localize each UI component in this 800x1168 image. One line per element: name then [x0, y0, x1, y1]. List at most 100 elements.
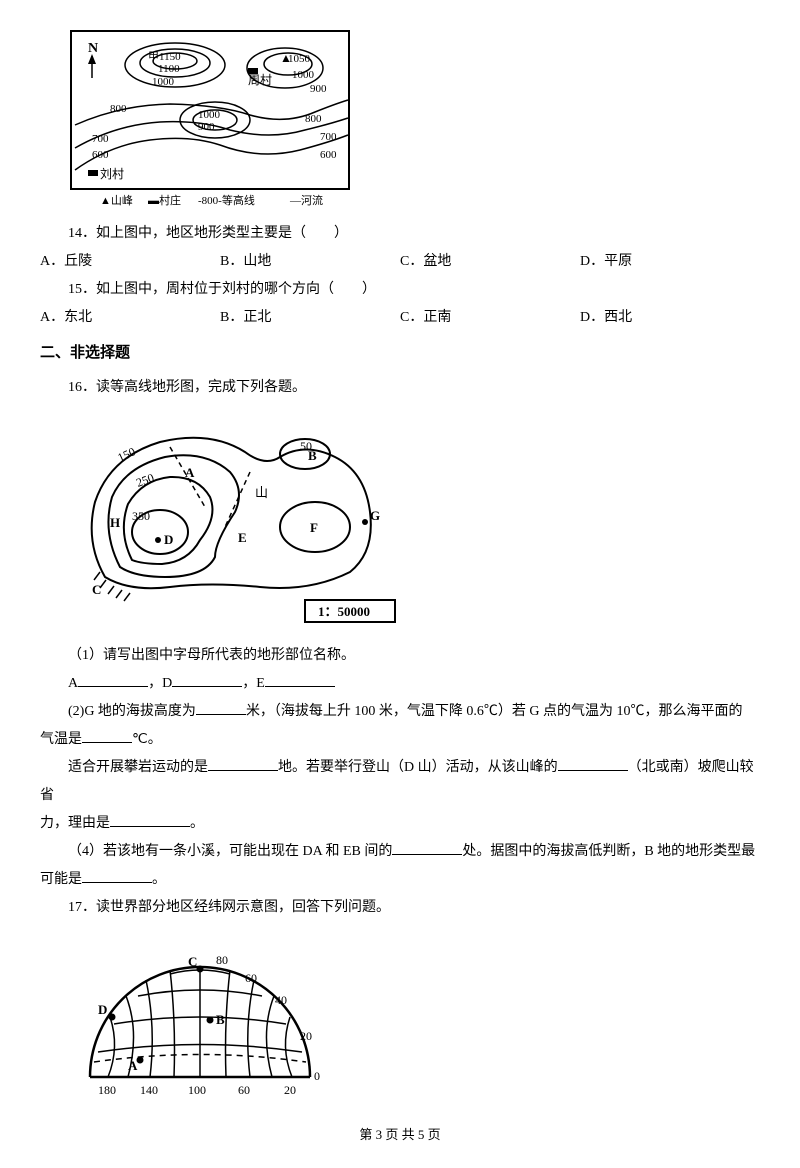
- svg-text:G: G: [370, 508, 380, 523]
- q16-p1: （1）请写出图中字母所代表的地形部位名称。: [40, 642, 760, 670]
- svg-text:60: 60: [245, 971, 257, 985]
- svg-text:80: 80: [216, 953, 228, 967]
- contour-map-svg: N 600 600 700 700 800 800 甲1150 1100 100…: [70, 30, 350, 210]
- blank: [172, 672, 242, 687]
- blank: [558, 756, 628, 771]
- blank: [78, 672, 148, 687]
- svg-text:700: 700: [92, 133, 109, 145]
- svg-text:350: 350: [132, 509, 150, 523]
- q15-optB: B．正北: [220, 304, 400, 332]
- svg-text:D: D: [98, 1002, 107, 1017]
- svg-text:周村: 周村: [248, 73, 272, 87]
- svg-text:0: 0: [314, 1069, 320, 1083]
- svg-text:F: F: [310, 520, 318, 535]
- svg-text:E: E: [238, 530, 247, 545]
- q16-p2: (2)G 地的海拔高度为 米，（海拔每上升 100 米，气温下降 0.6℃）若 G…: [40, 698, 760, 726]
- svg-text:刘村: 刘村: [100, 167, 124, 181]
- section-2-title: 二、非选择题: [40, 338, 760, 368]
- q16-p3: 适合开展攀岩运动的是地。若要举行登山（D 山）活动，从该山峰的（北或南）坡爬山较…: [40, 754, 760, 810]
- figure-contour-map-1: N 600 600 700 700 800 800 甲1150 1100 100…: [70, 30, 760, 210]
- blank: [82, 868, 152, 883]
- q15-options: A．东北 B．正北 C．正南 D．西北: [40, 304, 760, 332]
- q14-optB: B．山地: [220, 248, 400, 276]
- svg-text:1100: 1100: [158, 63, 180, 75]
- q16-p4-d: 。: [152, 872, 166, 887]
- q16-p1-blanks: A ，D ，E: [40, 670, 760, 698]
- svg-text:B: B: [216, 1012, 225, 1027]
- blank: [196, 700, 246, 715]
- svg-text:B: B: [308, 448, 317, 463]
- q16-p2-b: 米，（海拔每上升 100 米，气温下降 0.6℃）若 G 点的气温为 10℃，那…: [246, 704, 743, 719]
- globe-svg: A B C D 80 60 40 20 0 180 140 100 60 20: [70, 932, 330, 1102]
- svg-text:60: 60: [238, 1083, 250, 1097]
- svg-text:▲山峰: ▲山峰: [100, 194, 133, 207]
- q14-optA: A．丘陵: [40, 248, 220, 276]
- svg-text:20: 20: [300, 1029, 312, 1043]
- svg-text:900: 900: [198, 121, 215, 133]
- q16-p4-cont: 可能是 。: [40, 866, 760, 894]
- svg-text:20: 20: [284, 1083, 296, 1097]
- blank: [208, 756, 278, 771]
- svg-text:250: 250: [134, 471, 156, 490]
- svg-text:—河流: —河流: [289, 193, 323, 207]
- blank: [265, 672, 335, 687]
- blank: [392, 840, 462, 855]
- svg-text:甲1150: 甲1150: [148, 51, 181, 63]
- q16-label-D: ，D: [148, 676, 172, 691]
- blank: [82, 728, 132, 743]
- page-footer: 第 3 页 共 5 页: [40, 1122, 760, 1148]
- q15-optC: C．正南: [400, 304, 580, 332]
- svg-text:▬村庄: ▬村庄: [148, 193, 181, 207]
- contour-map-2-svg: 150 250 350 50 A B C D E F G H 山 1：50000: [70, 412, 400, 632]
- north-label: N: [88, 41, 98, 56]
- q16-p3-d: 力，理由是: [40, 816, 110, 831]
- q15-optA: A．东北: [40, 304, 220, 332]
- q16-p3-cont: 力，理由是 。: [40, 810, 760, 838]
- q14-text: 14．如上图中，地区地形类型主要是（ ）: [40, 220, 760, 248]
- figure-contour-map-2: 150 250 350 50 A B C D E F G H 山 1：50000: [70, 412, 760, 632]
- q16-p3-a: 适合开展攀岩运动的是: [68, 760, 208, 775]
- svg-text:800: 800: [110, 103, 127, 115]
- svg-text:800: 800: [305, 113, 322, 125]
- q16-p4: （4）若该地有一条小溪，可能出现在 DA 和 EB 间的 处。据图中的海拔高低判断…: [40, 838, 760, 866]
- q16-label-A: A: [68, 676, 78, 691]
- q16-p2-d: ℃。: [132, 732, 162, 747]
- svg-text:1050: 1050: [288, 53, 311, 65]
- q16-p4-c: 可能是: [40, 872, 82, 887]
- q16-p2-cont: 气温是 ℃。: [40, 726, 760, 754]
- svg-text:1000: 1000: [292, 69, 315, 81]
- svg-text:C: C: [92, 582, 101, 597]
- q16-intro: 16．读等高线地形图，完成下列各题。: [40, 374, 760, 402]
- svg-text:1000: 1000: [152, 76, 175, 88]
- q16-p2-c: 气温是: [40, 732, 82, 747]
- svg-text:40: 40: [275, 993, 287, 1007]
- svg-text:600: 600: [92, 149, 109, 161]
- q16-p3-b: 地。若要举行登山（D 山）活动，从该山峰的: [278, 760, 558, 775]
- q16-p4-a: （4）若该地有一条小溪，可能出现在 DA 和 EB 间的: [68, 844, 392, 859]
- svg-text:A: A: [128, 1058, 138, 1073]
- svg-text:700: 700: [320, 131, 337, 143]
- svg-text:-800-等高线: -800-等高线: [198, 193, 255, 207]
- q16-label-E: ，E: [242, 676, 265, 691]
- q14-optC: C．盆地: [400, 248, 580, 276]
- svg-text:600: 600: [320, 149, 337, 161]
- figure-globe: A B C D 80 60 40 20 0 180 140 100 60 20: [70, 932, 760, 1102]
- svg-text:山: 山: [255, 485, 268, 500]
- q16-p2-a: (2)G 地的海拔高度为: [68, 704, 196, 719]
- q16-p3-e: 。: [190, 816, 204, 831]
- q15-text: 15．如上图中，周村位于刘村的哪个方向（ ）: [40, 276, 760, 304]
- svg-text:150: 150: [115, 444, 137, 464]
- svg-text:1000: 1000: [198, 109, 221, 121]
- q14-options: A．丘陵 B．山地 C．盆地 D．平原: [40, 248, 760, 276]
- svg-text:900: 900: [310, 83, 327, 95]
- svg-text:A: A: [185, 465, 195, 480]
- svg-text:C: C: [188, 954, 197, 969]
- svg-text:H: H: [110, 515, 120, 530]
- blank: [110, 812, 190, 827]
- svg-text:140: 140: [140, 1083, 158, 1097]
- q16-p4-b: 处。据图中的海拔高低判断，B 地的地形类型最: [462, 844, 755, 859]
- q14-optD: D．平原: [580, 248, 760, 276]
- svg-text:D: D: [164, 532, 173, 547]
- q17-text: 17．读世界部分地区经纬网示意图，回答下列问题。: [40, 894, 760, 922]
- svg-text:100: 100: [188, 1083, 206, 1097]
